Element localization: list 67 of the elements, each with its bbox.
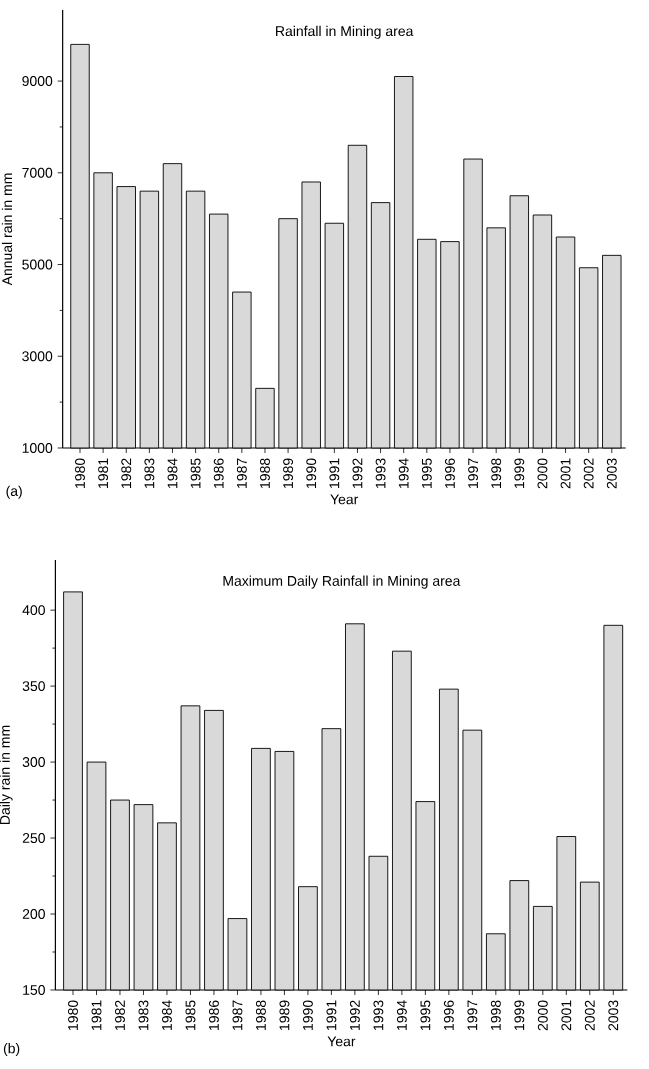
x-tick-label: 2002 [584,1000,595,1031]
text: (a) [6,485,22,499]
x-tick-label: 1987 [232,1000,243,1030]
text: (b) [3,1043,20,1057]
y-tick-label: 150 [23,985,45,995]
x-tick-label: 1986 [208,1000,219,1030]
x-tick-label: 1999 [514,1000,525,1030]
x-tick-label: 2000 [537,1000,548,1031]
x-tick-label: 1987 [236,458,247,488]
y-tick-label: 9000 [22,76,53,87]
y-tick-label: 300 [22,757,45,768]
y-tick-label: 7000 [22,167,53,178]
x-tick-label: 2003 [606,458,617,489]
x-tick-label: 1984 [167,458,178,488]
x-tick-label: 1985 [185,1000,196,1030]
x-tick-label: 1983 [138,1000,149,1030]
x-tick-label: 2003 [608,1000,619,1031]
x-tick-label: 1981 [91,1000,102,1030]
x-tick-label: 1991 [329,458,340,488]
y-tick-label: 5000 [22,259,53,270]
x-tick-label: 2001 [560,458,571,489]
x-tick-label: 1982 [121,458,132,488]
x-tick-label: 1998 [490,1000,501,1030]
x-tick-label: 2000 [537,458,548,489]
x-tick-label: 1996 [443,1000,454,1030]
x-tick-label: 1990 [306,458,317,488]
x-tick-label: 1991 [326,1000,337,1030]
x-tick-label: 1993 [375,458,386,488]
x-tick-label: 1988 [260,458,270,488]
y-tick-label: 200 [22,909,45,919]
x-tick-label: 1998 [491,458,502,488]
x-tick-label: 1982 [115,1000,125,1030]
x-tick-label: 1994 [398,458,409,488]
y-tick-label: 250 [22,833,45,844]
text: Maximum Daily Rainfall in Mining area [223,575,461,589]
x-tick-label: 1988 [255,1000,266,1030]
x-axis-title: Year [330,494,359,505]
x-tick-label: 1993 [373,1000,384,1030]
x-tick-label: 1984 [162,1000,172,1030]
x-tick-label: 1983 [144,458,155,488]
x-tick-label: 1997 [468,458,479,488]
x-tick-label: 1981 [98,458,109,488]
y-tick-label: 1000 [22,443,53,453]
x-tick-label: 1989 [279,1000,290,1030]
x-tick-label: 1994 [396,1000,407,1030]
x-tick-label: 1999 [514,458,525,488]
x-tick-label: 1986 [213,458,224,488]
y-axis-title: Daily rain in mm [0,725,13,825]
y-tick-label: 350 [22,681,45,692]
x-tick-label: 1995 [420,1000,431,1030]
x-tick-label: 2001 [561,1000,572,1031]
text: Rainfall in Mining area [276,25,414,39]
x-tick-label: 2002 [583,458,594,489]
x-tick-label: 1995 [421,458,432,488]
x-tick-label: 1996 [444,458,455,488]
y-axis-title: Annual rain in mm [1,173,13,286]
x-tick-label: 1992 [352,458,363,488]
x-tick-label: 1980 [68,1000,78,1030]
y-tick-label: 3000 [22,351,53,362]
y-tick-label: 400 [22,605,45,616]
x-tick-label: 1985 [190,458,201,488]
x-tick-label: 1980 [75,458,85,488]
x-tick-label: 1989 [283,458,294,488]
x-axis-title: Year [327,1036,356,1047]
x-tick-label: 1992 [349,1000,360,1030]
x-tick-label: 1997 [467,1000,478,1030]
x-tick-label: 1990 [302,1000,313,1030]
